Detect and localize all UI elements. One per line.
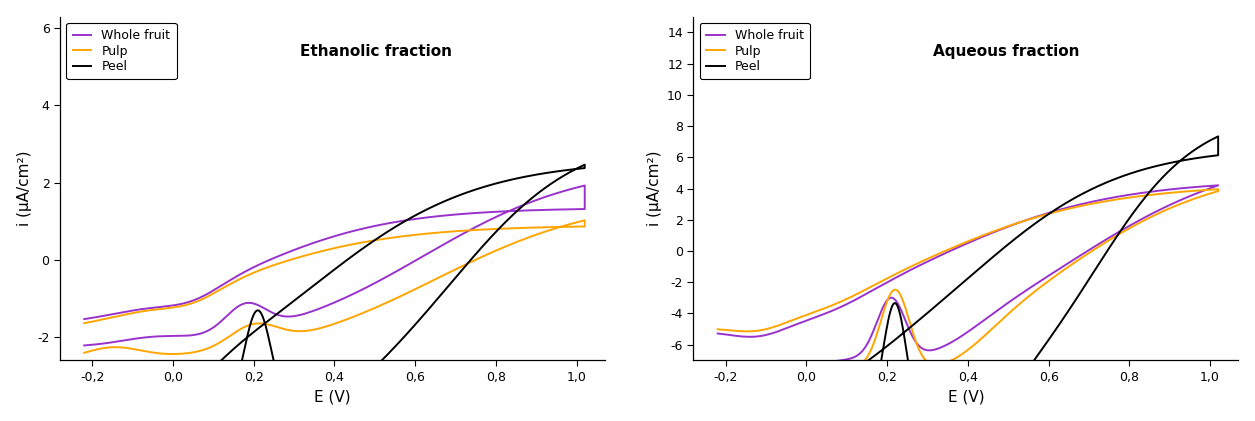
X-axis label: E (V): E (V) xyxy=(948,389,984,404)
Pulp xyxy=(179,351,195,356)
Peel xyxy=(77,411,92,416)
Peel xyxy=(812,419,827,421)
Whole fruit xyxy=(812,360,827,365)
Peel xyxy=(77,402,92,407)
Legend: Whole fruit, Pulp, Peel: Whole fruit, Pulp, Peel xyxy=(67,23,177,80)
Peel xyxy=(710,394,725,399)
Whole fruit xyxy=(577,183,592,188)
Pulp xyxy=(77,350,92,355)
Whole fruit xyxy=(77,317,92,322)
Peel xyxy=(911,318,926,323)
Pulp xyxy=(277,259,292,264)
Peel xyxy=(577,162,592,167)
Pulp xyxy=(389,234,404,240)
X-axis label: E (V): E (V) xyxy=(314,389,351,404)
Pulp xyxy=(483,250,498,256)
Whole fruit xyxy=(296,244,311,249)
Text: Ethanolic fraction: Ethanolic fraction xyxy=(300,44,452,59)
Pulp xyxy=(911,261,926,266)
Legend: Whole fruit, Pulp, Peel: Whole fruit, Pulp, Peel xyxy=(700,23,809,80)
Whole fruit xyxy=(710,367,725,372)
Whole fruit xyxy=(482,218,497,223)
Whole fruit xyxy=(77,343,92,348)
Peel xyxy=(710,415,725,420)
Line: Whole fruit: Whole fruit xyxy=(84,186,585,346)
Line: Peel: Peel xyxy=(718,136,1219,421)
Y-axis label: i (μA/cm²): i (μA/cm²) xyxy=(16,151,31,226)
Text: Aqueous fraction: Aqueous fraction xyxy=(934,44,1079,59)
Pulp xyxy=(295,253,310,258)
Pulp xyxy=(1152,210,1167,215)
Pulp xyxy=(164,352,179,357)
Whole fruit xyxy=(1116,227,1131,232)
Line: Pulp: Pulp xyxy=(84,220,585,354)
Pulp xyxy=(710,372,725,377)
Whole fruit xyxy=(279,250,294,256)
Whole fruit xyxy=(1023,216,1038,221)
Peel xyxy=(1022,225,1037,230)
Pulp xyxy=(1117,229,1132,234)
Pulp xyxy=(813,370,828,375)
Whole fruit xyxy=(179,333,195,338)
Pulp xyxy=(710,327,725,332)
Pulp xyxy=(929,252,944,257)
Whole fruit xyxy=(911,263,926,268)
Peel xyxy=(1117,224,1132,229)
Pulp xyxy=(1211,187,1226,192)
Peel xyxy=(179,416,195,421)
Peel xyxy=(520,200,535,205)
Pulp xyxy=(776,373,791,378)
Whole fruit xyxy=(518,202,533,207)
Whole fruit xyxy=(710,331,725,336)
Line: Pulp: Pulp xyxy=(718,189,1219,376)
Pulp xyxy=(520,236,535,241)
Peel xyxy=(295,291,310,296)
Peel xyxy=(1211,134,1226,139)
Line: Whole fruit: Whole fruit xyxy=(718,185,1219,369)
Pulp xyxy=(1022,217,1037,222)
Whole fruit xyxy=(1211,183,1226,188)
Peel xyxy=(277,305,292,310)
Whole fruit xyxy=(389,219,404,224)
Pulp xyxy=(577,218,592,223)
Line: Peel: Peel xyxy=(84,165,585,419)
Y-axis label: i (μA/cm²): i (μA/cm²) xyxy=(646,151,661,226)
Pulp xyxy=(77,321,92,326)
Peel xyxy=(929,303,944,308)
Peel xyxy=(156,417,171,421)
Whole fruit xyxy=(1151,208,1166,213)
Peel xyxy=(483,235,498,240)
Whole fruit xyxy=(930,254,945,259)
Peel xyxy=(1152,178,1167,183)
Peel xyxy=(389,224,404,229)
